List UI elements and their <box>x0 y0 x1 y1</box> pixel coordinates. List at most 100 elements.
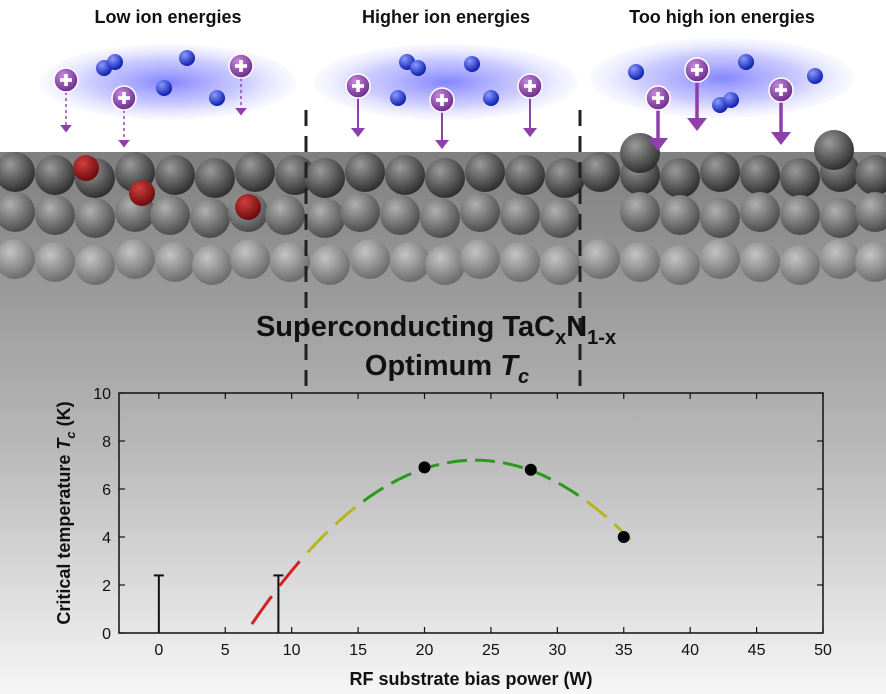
atom <box>820 198 860 238</box>
neutral-particle <box>723 92 739 108</box>
atom <box>660 158 700 198</box>
plus-icon <box>436 98 448 102</box>
plus-icon <box>524 84 536 88</box>
atom <box>700 152 740 192</box>
impurity-atom <box>129 180 155 206</box>
atom <box>35 242 75 282</box>
plus-icon <box>235 64 247 68</box>
x-tick-label: 20 <box>416 642 434 659</box>
arrowhead <box>648 138 668 151</box>
atom <box>235 152 275 192</box>
neutral-particle <box>807 68 823 84</box>
plasma-cloud <box>314 44 578 120</box>
x-tick-label: 25 <box>482 642 500 659</box>
atom <box>75 198 115 238</box>
y-tick-label: 10 <box>93 386 111 403</box>
atom <box>425 245 465 285</box>
y-tick-label: 4 <box>102 530 111 547</box>
impurity-atom <box>235 194 261 220</box>
atom <box>820 239 860 279</box>
plus-icon <box>652 96 664 100</box>
atom <box>195 158 235 198</box>
atom <box>340 192 380 232</box>
atom <box>385 155 425 195</box>
fit-segment <box>390 472 412 485</box>
plus-icon <box>118 96 130 100</box>
atom <box>190 198 230 238</box>
atom <box>700 198 740 238</box>
arrowhead <box>235 108 247 116</box>
atom <box>814 130 854 170</box>
atom <box>780 195 820 235</box>
atom <box>35 195 75 235</box>
atom <box>0 192 35 232</box>
plot-frame <box>118 392 824 634</box>
atom <box>505 155 545 195</box>
atom <box>460 239 500 279</box>
substrate-surface <box>0 152 886 694</box>
data-point <box>418 461 431 474</box>
neutral-particle <box>483 90 499 106</box>
y-tick-label: 0 <box>102 626 111 643</box>
atom <box>420 198 460 238</box>
fit-segment <box>362 486 385 503</box>
atom <box>150 195 190 235</box>
neutral-particle <box>179 50 195 66</box>
y-tick-label: 6 <box>102 482 111 499</box>
x-axis-label: RF substrate bias power (W) <box>349 669 592 689</box>
plus-icon <box>60 78 72 82</box>
atom <box>425 158 465 198</box>
fit-segment <box>306 530 329 554</box>
neutral-particle <box>628 64 644 80</box>
atom <box>0 239 35 279</box>
x-tick-label: 50 <box>814 642 832 659</box>
neutral-particle <box>390 90 406 106</box>
atom <box>620 192 660 232</box>
plus-icon <box>691 68 703 72</box>
atom <box>230 239 270 279</box>
fit-segment <box>585 500 608 519</box>
fit-segment <box>334 506 357 526</box>
atom <box>740 242 780 282</box>
neutral-particle <box>738 54 754 70</box>
atom <box>390 242 430 282</box>
data-points <box>418 461 630 543</box>
y-tick-label: 2 <box>102 578 111 595</box>
header-too-high-ion-energies: Too high ion energies <box>629 7 815 27</box>
x-tick-label: 5 <box>221 642 230 659</box>
atom <box>75 245 115 285</box>
atom-lattice <box>0 130 886 285</box>
atom <box>740 192 780 232</box>
atom <box>580 152 620 192</box>
header-low-ion-energies: Low ion energies <box>94 7 241 27</box>
arrowhead <box>351 128 365 138</box>
atom <box>500 195 540 235</box>
atom <box>780 158 820 198</box>
atom <box>270 242 310 282</box>
atom <box>345 152 385 192</box>
atom <box>540 198 580 238</box>
atom <box>580 239 620 279</box>
arrowhead <box>523 128 537 138</box>
tc-chart: 0 5 10 15 20 25 30 35 40 45 50 0 2 4 6 8 10 RF substrate… <box>54 386 832 689</box>
atom <box>305 158 345 198</box>
atom <box>192 245 232 285</box>
fit-segment <box>446 458 468 465</box>
fit-segment <box>278 560 301 587</box>
y-tick-label: 8 <box>102 434 111 451</box>
atom <box>265 195 305 235</box>
axis-ticks: 0 5 10 15 20 25 30 35 40 45 50 0 2 4 6 8 10 <box>93 386 832 659</box>
neutral-particle <box>156 80 172 96</box>
fit-segment <box>557 481 580 497</box>
atom <box>350 239 390 279</box>
plasma-regions <box>40 38 854 151</box>
x-tick-label: 35 <box>615 642 633 659</box>
atom <box>155 155 195 195</box>
arrowhead <box>118 140 130 148</box>
neutral-particle <box>107 54 123 70</box>
neutral-particle <box>464 56 480 72</box>
plus-icon <box>352 84 364 88</box>
atom <box>500 242 540 282</box>
data-point <box>524 463 537 476</box>
